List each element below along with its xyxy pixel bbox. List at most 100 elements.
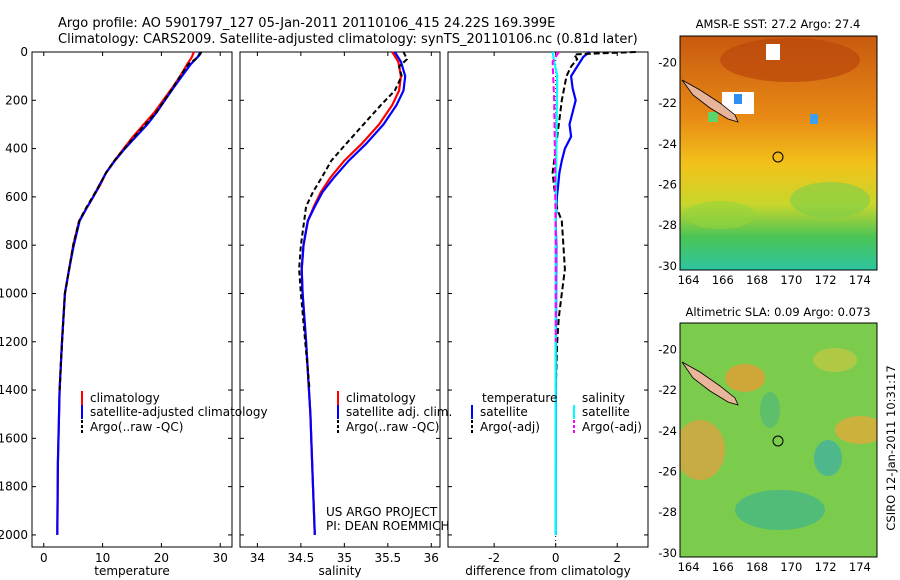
sst_map-xtick-label: 174	[849, 273, 871, 287]
sst_map-xtick-label: 168	[746, 273, 768, 287]
temperature-series-line	[58, 51, 203, 391]
sst_map-ytick-label: -30	[658, 259, 677, 273]
sla_map-xtick-label: 172	[815, 560, 837, 574]
temperature-xlabel: temperature	[94, 564, 169, 578]
sla-anomaly	[735, 490, 825, 530]
salinity-xtick-label: 34	[250, 551, 265, 565]
sst-outlier	[708, 112, 718, 122]
sst_map-ytick-label: -20	[658, 55, 677, 69]
legend-label: climatology	[346, 391, 416, 405]
sla_map-xtick-label: 166	[712, 560, 734, 574]
legend-label: Argo(..raw -QC)	[346, 420, 439, 434]
legend-group-title: temperature	[482, 391, 557, 405]
sla_map-ytick-label: -26	[658, 465, 677, 479]
sst-map	[680, 36, 877, 270]
difference-xtick-label: 2	[613, 551, 621, 565]
sst-outlier	[734, 94, 742, 104]
temperature-ytick-label: 400	[5, 142, 28, 156]
temperature-ytick-label: 1400	[0, 383, 28, 397]
temperature-ytick-label: 1000	[0, 286, 28, 300]
legend-label: satellite adj. clim.	[346, 405, 452, 419]
salinity-xlabel: salinity	[318, 564, 361, 578]
sla_map-ytick-label: -30	[658, 546, 677, 560]
salinity-series-line	[300, 51, 403, 535]
sst-outlier	[810, 114, 818, 124]
header-line-1: Argo profile: AO 5901797_127 05-Jan-2011…	[58, 16, 555, 31]
argo-position-marker	[772, 151, 784, 163]
sst_map-xtick-label: 170	[780, 273, 802, 287]
sla-anomaly	[814, 440, 842, 476]
temperature-xtick-label: 30	[213, 551, 228, 565]
difference-series-line	[551, 51, 560, 342]
salinity-series-line	[298, 51, 409, 391]
sla-map-title: Altimetric SLA: 0.09 Argo: 0.073	[685, 305, 870, 319]
difference-series-line	[554, 51, 591, 535]
sla_map-xtick-label: 170	[780, 560, 802, 574]
sst_map-xtick-label: 164	[678, 273, 700, 287]
legend-label: satellite	[480, 405, 528, 419]
salinity-legend: climatology satellite adj. clim. Argo(..…	[337, 391, 452, 434]
new-caledonia-land	[681, 79, 739, 123]
argo-position-marker	[772, 435, 784, 447]
legend-label: satellite	[582, 405, 630, 419]
difference-legend: temperature salinity satellite Argo(-adj…	[471, 391, 642, 434]
legend-label: Argo(-adj)	[480, 420, 540, 434]
sla-map-frame	[679, 322, 878, 558]
temperature-ytick-label: 200	[5, 93, 28, 107]
sst-cool-patch	[790, 182, 870, 218]
salinity-xtick-label: 34.5	[288, 551, 315, 565]
sla-anomaly	[680, 420, 725, 480]
difference-xlabel: difference from climatology	[465, 564, 631, 578]
legend-group-title: salinity	[582, 391, 625, 405]
sst_map-ytick-label: -22	[658, 96, 677, 110]
sla_map-ytick-label: -22	[658, 383, 677, 397]
csiro-stamp: CSIRO 12-Jan-2011 10:31:17	[884, 365, 898, 530]
difference-series-line	[551, 51, 559, 535]
salinity-panel	[239, 51, 441, 548]
temperature-ytick-label: 800	[5, 238, 28, 252]
temperature-series-line	[56, 51, 195, 535]
sla-anomaly	[760, 392, 780, 428]
new-caledonia-land	[681, 361, 739, 406]
sst-map-frame	[679, 35, 878, 271]
sla-anomaly	[725, 364, 765, 392]
sst-missing-data	[766, 44, 780, 60]
salinity-xtick-label: 35.5	[374, 551, 401, 565]
temperature-ytick-label: 1200	[0, 335, 28, 349]
sla-anomaly	[813, 348, 857, 372]
temperature-xtick-label: 10	[95, 551, 110, 565]
temperature-ytick-label: 1600	[0, 431, 28, 445]
temperature-ytick-label: 0	[20, 45, 28, 59]
temperature-series-line	[56, 51, 202, 535]
salinity-series-line	[300, 51, 407, 535]
sla_map-xtick-label: 164	[678, 560, 700, 574]
sst-cool-patch	[685, 201, 755, 229]
project-credit: US ARGO PROJECT	[326, 505, 438, 519]
legend-label: climatology	[90, 391, 160, 405]
sla-map	[680, 323, 877, 557]
salinity-xtick-label: 35	[337, 551, 352, 565]
sst-map-title: AMSR-E SST: 27.2 Argo: 27.4	[696, 17, 861, 31]
sla_map-ytick-label: -24	[658, 424, 677, 438]
sst_map-ytick-label: -28	[658, 218, 677, 232]
sst_map-xtick-label: 172	[815, 273, 837, 287]
sst-warm-patch	[720, 38, 860, 82]
difference-panel	[447, 51, 649, 548]
sst_map-xtick-label: 166	[712, 273, 734, 287]
sla_map-xtick-label: 168	[746, 560, 768, 574]
legend-label: satellite-adjusted climatology	[90, 405, 268, 419]
temperature-xtick-label: 20	[154, 551, 169, 565]
difference-xtick-label: 0	[552, 551, 560, 565]
temperature-legend: climatology satellite-adjusted climatolo…	[81, 391, 268, 434]
legend-label: Argo(-adj)	[582, 420, 642, 434]
sla_map-xtick-label: 174	[849, 560, 871, 574]
legend-label: Argo(..raw -QC)	[90, 420, 183, 434]
pi-credit: PI: DEAN ROEMMICH	[326, 519, 449, 533]
sst_map-ytick-label: -24	[658, 137, 677, 151]
temperature-ytick-label: 600	[5, 190, 28, 204]
sst_map-ytick-label: -26	[658, 178, 677, 192]
difference-xtick-label: -2	[488, 551, 500, 565]
sla-anomaly	[835, 416, 877, 444]
header-line-2: Climatology: CARS2009. Satellite-adjuste…	[58, 32, 638, 47]
